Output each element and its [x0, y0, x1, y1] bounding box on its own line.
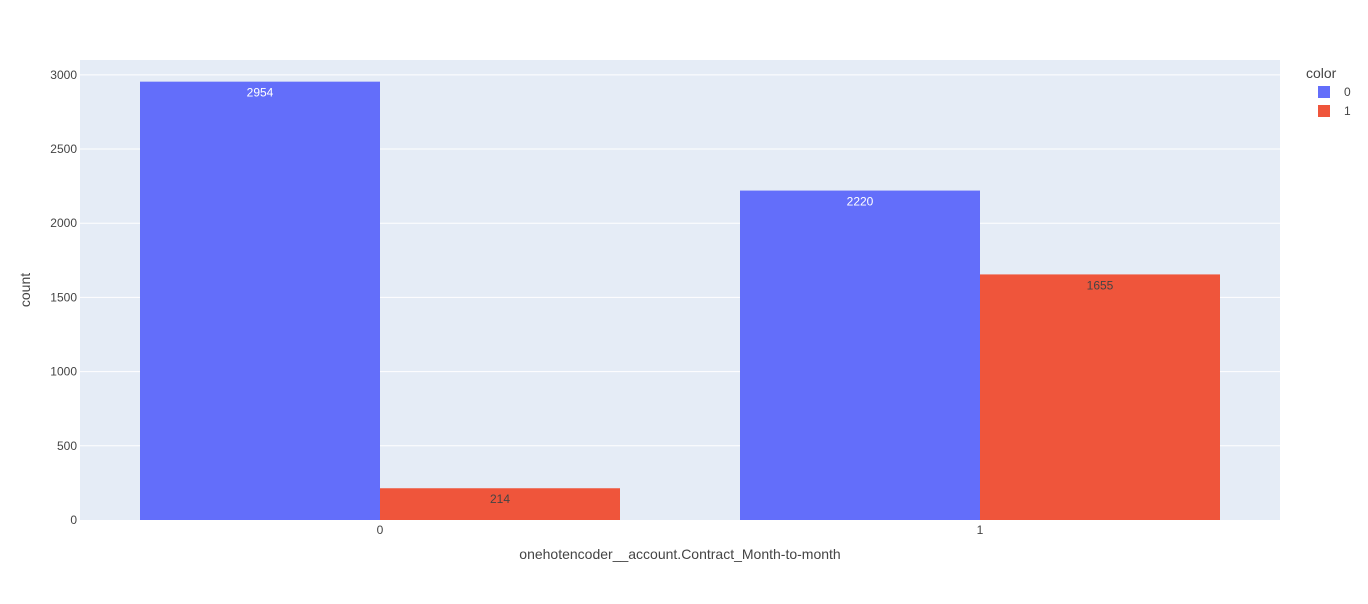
- data-labels: 2954 214 2220 1655: [247, 86, 1114, 507]
- legend-swatch: [1318, 86, 1330, 98]
- y-axis-title: count: [17, 273, 33, 307]
- legend-title: color: [1306, 65, 1337, 81]
- y-tick-label: 0: [70, 513, 77, 527]
- legend[interactable]: color 01: [1306, 65, 1351, 118]
- bars: [140, 81, 1220, 521]
- y-tick-label: 2500: [50, 142, 77, 156]
- x-axis-title: onehotencoder__account.Contract_Month-to…: [519, 546, 840, 562]
- bar-series-0-cat-0[interactable]: [140, 81, 380, 520]
- y-tick-label: 1500: [50, 290, 77, 304]
- y-tick-label: 2000: [50, 216, 77, 230]
- bar-data-label: 214: [490, 492, 510, 506]
- y-tick-label: 1000: [50, 365, 77, 379]
- legend-swatch: [1318, 105, 1330, 117]
- bar-data-label: 2954: [247, 86, 274, 100]
- bar-data-label: 2220: [847, 195, 874, 209]
- y-tick-label: 3000: [50, 68, 77, 82]
- x-tick-label: 0: [377, 523, 384, 537]
- bar-series-1-cat-1[interactable]: [980, 274, 1220, 520]
- legend-label: 0: [1344, 85, 1351, 99]
- bar-data-label: 1655: [1087, 278, 1114, 292]
- legend-label: 1: [1344, 104, 1351, 118]
- y-tick-label: 500: [57, 439, 77, 453]
- legend-item-1[interactable]: 1: [1318, 104, 1351, 118]
- x-tick-label: 1: [977, 523, 984, 537]
- bar-series-0-cat-1[interactable]: [740, 190, 980, 521]
- y-axis-ticks: 0 500 1000 1500 2000 2500 3000: [50, 68, 77, 527]
- legend-items[interactable]: 01: [1318, 85, 1351, 118]
- legend-item-0[interactable]: 0: [1318, 85, 1351, 99]
- bar-series-1-cat-0[interactable]: [380, 488, 620, 520]
